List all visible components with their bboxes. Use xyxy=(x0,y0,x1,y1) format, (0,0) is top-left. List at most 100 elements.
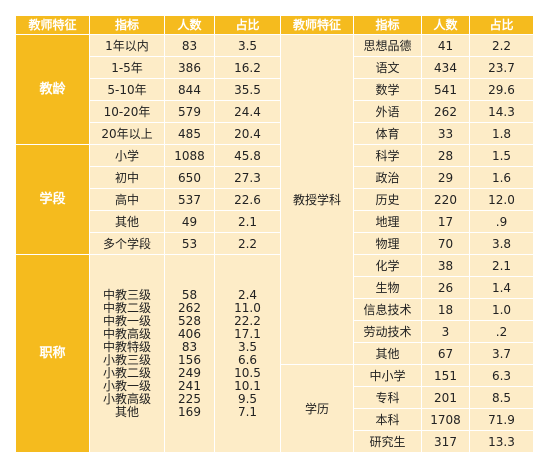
item-cell: 政治 xyxy=(353,166,422,189)
title-pct: 6.6 xyxy=(237,352,258,367)
pct-cell: 2.1 xyxy=(214,210,281,233)
title-pct: 10.5 xyxy=(234,365,261,380)
title-counts-cell: 58 262 528 406 83 156 249 241 225 169 xyxy=(164,254,215,453)
table-row: 本科 1708 71.9 xyxy=(16,408,534,431)
title-pct: 11.0 xyxy=(234,300,261,315)
title-item: 小教二级 xyxy=(102,365,151,380)
item-cell: 1年以内 xyxy=(89,34,165,57)
title-item: 中教特级 xyxy=(102,339,151,354)
count-cell: 386 xyxy=(164,56,215,79)
count-cell: 151 xyxy=(421,364,470,387)
header-row: 教师特征 指标 人数 占比 教师特征 指标 人数 占比 xyxy=(15,15,534,35)
count-cell: 485 xyxy=(164,122,215,145)
header-cell: 指标 xyxy=(353,15,422,35)
title-count: 262 xyxy=(178,300,201,315)
count-cell: 434 xyxy=(421,56,470,79)
count-cell: 541 xyxy=(421,78,470,101)
item-cell: 外语 xyxy=(353,100,422,123)
title-pcts-cell: 2.4 11.0 22.2 17.1 3.5 6.6 10.5 10.1 9.5… xyxy=(214,254,281,453)
title-count: 528 xyxy=(178,313,201,328)
group-label-subject: 教授学科 xyxy=(280,34,354,365)
table-row: 其他 67 3.7 xyxy=(16,342,534,365)
count-cell: 28 xyxy=(421,144,470,167)
table-row: 高中 537 22.6 历史 220 12.0 xyxy=(16,188,534,211)
table-row: 5-10年 844 35.5 数学 541 29.6 xyxy=(16,78,534,101)
count-cell: 41 xyxy=(421,34,470,57)
item-cell: 语文 xyxy=(353,56,422,79)
item-cell: 研究生 xyxy=(353,430,422,453)
item-cell: 本科 xyxy=(353,408,422,431)
pct-cell: 13.3 xyxy=(469,430,534,453)
item-cell: 专科 xyxy=(353,386,422,409)
header-cell: 教师特征 xyxy=(15,15,90,35)
count-cell: 3 xyxy=(421,320,470,343)
pct-cell: 2.1 xyxy=(469,254,534,277)
item-cell: 20年以上 xyxy=(89,122,165,145)
teacher-stats-table: 教师特征 指标 人数 占比 教师特征 指标 人数 占比 教龄 1年以内 83 3… xyxy=(15,15,534,453)
title-count: 156 xyxy=(178,352,201,367)
item-cell: 其他 xyxy=(353,342,422,365)
count-cell: 1088 xyxy=(164,144,215,167)
count-cell: 70 xyxy=(421,232,470,255)
table-row: 职称 中教三级 中教二级 中教一级 中教高级 中教特级 小教三级 小教二级 小教… xyxy=(15,254,534,453)
title-item: 中教高级 xyxy=(102,326,151,341)
pct-cell: 8.5 xyxy=(469,386,534,409)
title-item: 中教二级 xyxy=(102,300,151,315)
title-count: 406 xyxy=(178,326,201,341)
group-label-professional-title: 职称 xyxy=(15,254,90,453)
count-cell: 1708 xyxy=(421,408,470,431)
pct-cell: 6.3 xyxy=(469,364,534,387)
pct-cell: 16.2 xyxy=(214,56,281,79)
teacher-stats-table-container: 教师特征 指标 人数 占比 教师特征 指标 人数 占比 教龄 1年以内 83 3… xyxy=(15,15,534,453)
item-cell: 10-20年 xyxy=(89,100,165,123)
item-cell: 1-5年 xyxy=(89,56,165,79)
title-count: 169 xyxy=(178,404,201,419)
header-cell: 教师特征 xyxy=(280,15,354,35)
count-cell: 38 xyxy=(421,254,470,277)
pct-cell: 22.6 xyxy=(214,188,281,211)
count-cell: 220 xyxy=(421,188,470,211)
title-count: 58 xyxy=(181,287,198,302)
title-pct: 9.5 xyxy=(237,391,258,406)
header-cell: 人数 xyxy=(164,15,215,35)
table-row: 研究生 317 13.3 xyxy=(16,430,534,453)
table-row: 多个学段 53 2.2 物理 70 3.8 xyxy=(16,232,534,255)
count-cell: 33 xyxy=(421,122,470,145)
title-count: 225 xyxy=(178,391,201,406)
header-cell: 占比 xyxy=(214,15,281,35)
count-cell: 83 xyxy=(164,34,215,57)
pct-cell: 29.6 xyxy=(469,78,534,101)
pct-cell: 1.6 xyxy=(469,166,534,189)
title-pct: 3.5 xyxy=(237,339,258,354)
title-item: 中教一级 xyxy=(102,313,151,328)
pct-cell: 3.7 xyxy=(469,342,534,365)
pct-cell: 14.3 xyxy=(469,100,534,123)
pct-cell: 45.8 xyxy=(214,144,281,167)
table-row: 10-20年 579 24.4 外语 262 14.3 xyxy=(16,100,534,123)
group-label-education: 学历 xyxy=(280,364,354,453)
item-cell: 5-10年 xyxy=(89,78,165,101)
title-pct: 7.1 xyxy=(237,404,258,419)
title-pct: 17.1 xyxy=(234,326,261,341)
count-cell: 53 xyxy=(164,232,215,255)
item-cell: 其他 xyxy=(89,210,165,233)
table-row: 教龄 1年以内 83 3.5 教授学科 思想品德 41 2.2 xyxy=(15,34,534,365)
table-row: 专科 201 8.5 xyxy=(16,386,534,409)
title-items-cell: 中教三级 中教二级 中教一级 中教高级 中教特级 小教三级 小教二级 小教一级 … xyxy=(89,254,165,453)
item-cell: 思想品德 xyxy=(353,34,422,57)
count-cell: 317 xyxy=(421,430,470,453)
item-cell: 地理 xyxy=(353,210,422,233)
count-cell: 18 xyxy=(421,298,470,321)
header-cell: 占比 xyxy=(469,15,534,35)
title-pct: 10.1 xyxy=(234,378,261,393)
pct-cell: 1.5 xyxy=(469,144,534,167)
title-count: 241 xyxy=(178,378,201,393)
pct-cell: 27.3 xyxy=(214,166,281,189)
table-row: 信息技术 18 1.0 xyxy=(16,298,534,321)
item-cell: 劳动技术 xyxy=(353,320,422,343)
pct-cell: .2 xyxy=(469,320,534,343)
item-cell: 信息技术 xyxy=(353,298,422,321)
item-cell: 生物 xyxy=(353,276,422,299)
count-cell: 650 xyxy=(164,166,215,189)
title-pct: 2.4 xyxy=(237,287,258,302)
